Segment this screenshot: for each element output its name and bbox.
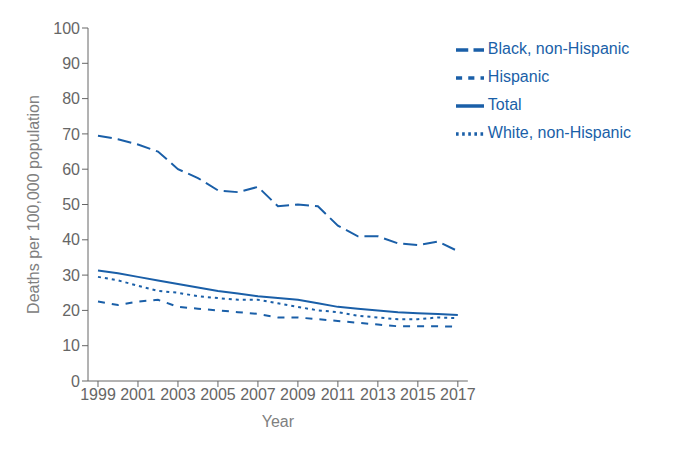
svg-text:80: 80: [62, 90, 80, 107]
html-text:White, non-Hispanic: White, non-Hispanic: [487, 124, 631, 142]
html-text:Total: Total: [487, 96, 522, 114]
svg-text:2011: 2011: [321, 386, 356, 403]
svg-text:90: 90: [62, 55, 80, 72]
svg-text:2007: 2007: [240, 386, 276, 403]
svg-text:60: 60: [62, 161, 80, 178]
svg-text:Year: Year: [262, 413, 295, 430]
svg-text:2005: 2005: [200, 386, 236, 403]
svg-text:2013: 2013: [360, 386, 396, 403]
svg-text:20: 20: [62, 302, 80, 319]
svg-text:50: 50: [62, 196, 80, 213]
svg-text:Deaths per 100,000 population: Deaths per 100,000 population: [25, 95, 42, 314]
svg-text:2003: 2003: [160, 386, 196, 403]
svg-text:70: 70: [62, 126, 80, 143]
svg-text:40: 40: [62, 231, 80, 248]
svg-text:100: 100: [53, 20, 80, 37]
svg-text:2015: 2015: [400, 386, 436, 403]
svg-text:1999: 1999: [80, 386, 116, 403]
svg-text:2017: 2017: [440, 386, 476, 403]
svg-text:0: 0: [71, 373, 80, 390]
svg-text:30: 30: [62, 267, 80, 284]
html-text:Hispanic: Hispanic: [487, 68, 550, 86]
svg-text:2009: 2009: [280, 386, 316, 403]
svg-text:2001: 2001: [120, 386, 156, 403]
html-text:Black, non-Hispanic: Black, non-Hispanic: [487, 40, 630, 58]
svg-text:10: 10: [62, 337, 80, 354]
